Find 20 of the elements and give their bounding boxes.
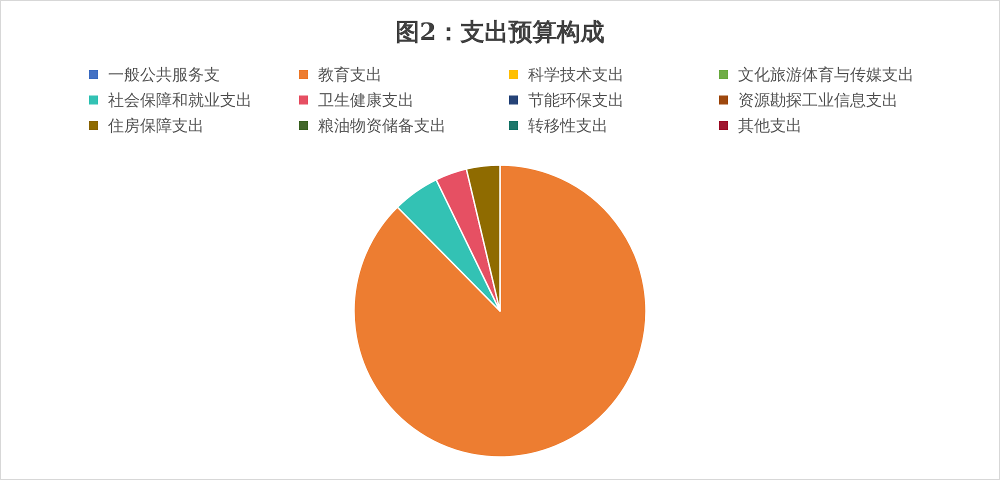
legend-item: 一般公共服务支 [89,65,220,84]
legend-item: 社会保障和就业支出 [89,90,252,110]
legend-label: 其他支出 [738,116,802,135]
legend-item: 其他支出 [719,116,802,135]
title: 图2：支出预算构成 [396,17,604,46]
legend-item: 文化旅游体育与传媒支出 [719,65,914,84]
legend-label: 教育支出 [318,65,382,84]
legend-item: 转移性支出 [509,116,608,135]
legend-item: 科学技术支出 [509,65,624,84]
legend-label: 转移性支出 [528,116,608,135]
legend-label: 卫生健康支出 [318,90,414,110]
legend-label: 节能环保支出 [528,90,624,110]
legend-item: 节能环保支出 [509,90,624,110]
legend-item: 卫生健康支出 [299,90,414,110]
legend-item: 粮油物资储备支出 [299,116,446,135]
legend-label: 科学技术支出 [528,65,624,84]
legend-label: 住房保障支出 [107,116,204,135]
legend-item: 资源勘探工业信息支出 [719,90,898,110]
legend-item: 教育支出 [299,65,382,84]
legend-item: 住房保障支出 [89,116,204,135]
